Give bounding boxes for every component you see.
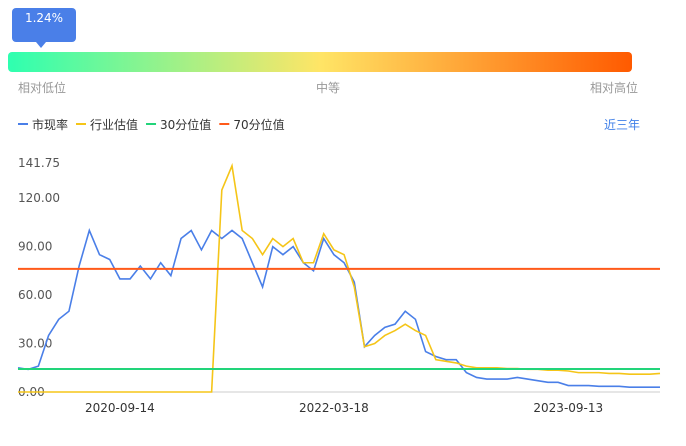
y-tick-label: 90.00 [18,240,52,254]
y-tick-label: 60.00 [18,288,52,302]
gauge-value-label: 1.24% [25,11,63,25]
x-tick-label: 2023-09-13 [533,401,603,415]
y-tick-label: 120.00 [18,191,60,205]
legend-label: 行业估值 [90,117,138,132]
y-tick-label: 30.00 [18,337,52,351]
x-tick-label: 2022-03-18 [299,401,369,415]
gauge-tooltip [12,8,76,42]
x-tick-label: 2020-09-14 [85,401,155,415]
gauge-bar [8,52,632,72]
gauge-high: 相对高位 [590,80,638,95]
gauge-pointer [36,42,46,48]
series-line [18,162,661,393]
gauge-mid: 中等 [316,80,340,95]
legend-label: 70分位值 [233,117,284,132]
y-tick-label: 141.75 [18,156,60,170]
legend-label: 30分位值 [160,117,211,132]
range-selector[interactable]: 近三年 [604,118,640,132]
gauge-low: 相对低位 [18,80,66,95]
legend-label: 市现率 [32,117,68,132]
series-line [17,228,660,388]
